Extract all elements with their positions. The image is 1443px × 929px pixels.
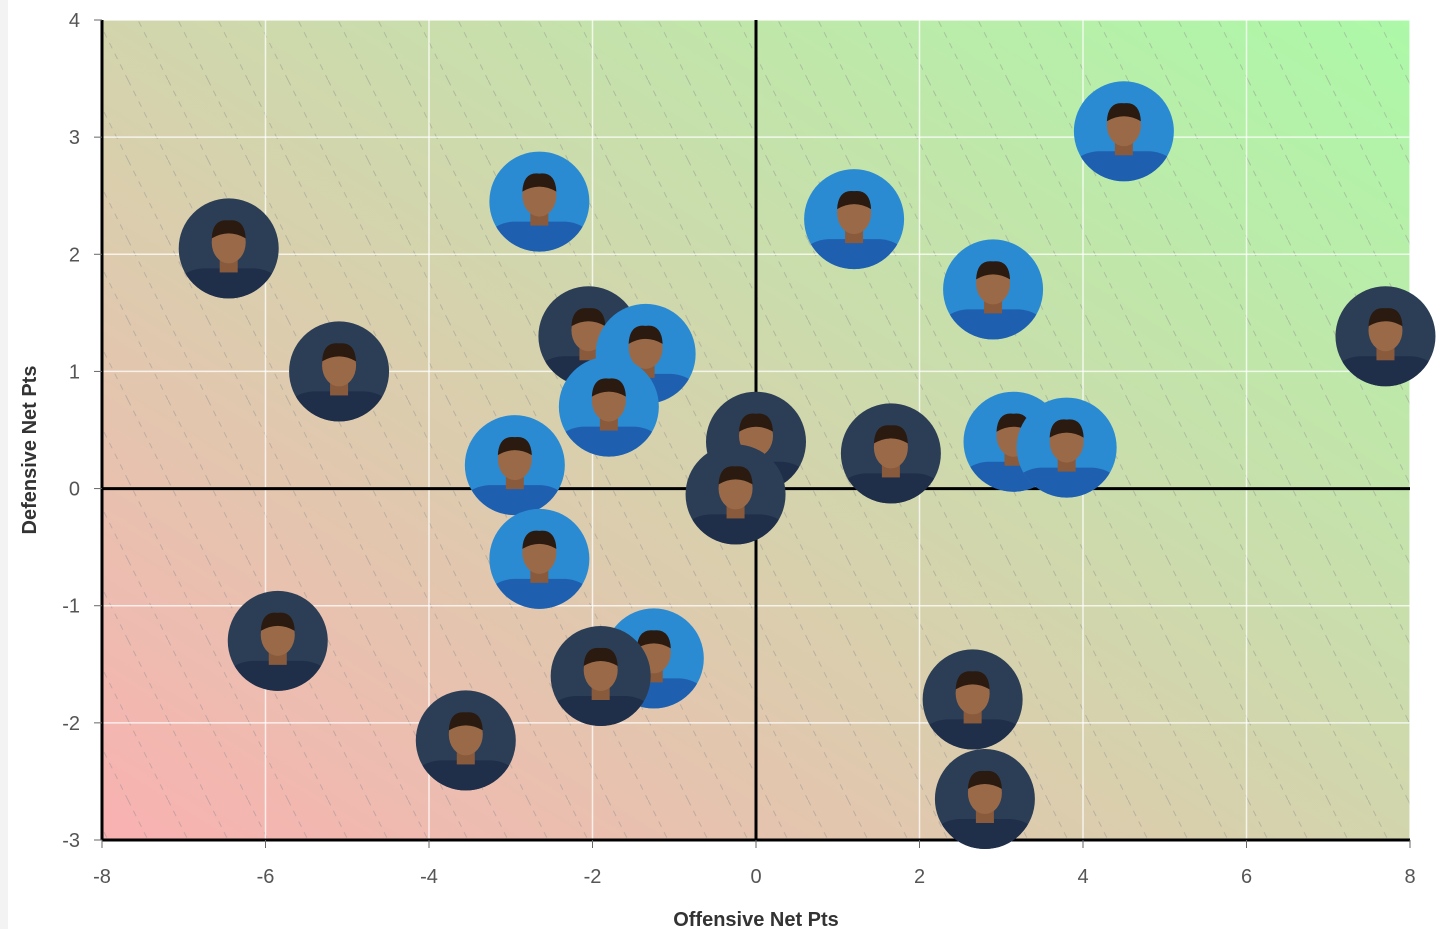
hair-shape [955,671,990,690]
hair-shape [718,466,753,485]
tick-labels: -8 -6 -4 -2 0 2 4 6 8 4 3 2 1 0 -1 -2 -3 [62,10,1415,888]
hair-shape [591,378,626,397]
x-tick-label: -2 [584,866,602,888]
hair-shape [1106,103,1141,122]
y-tick-label: -2 [62,713,80,735]
hair-shape [583,647,618,666]
scatter-chart: -8 -6 -4 -2 0 2 4 6 8 4 3 2 1 0 -1 -2 -3 Offensive Net P… [19,10,1436,929]
player-points [178,81,1436,849]
x-tick-label: -8 [93,866,111,888]
y-tick-label: -3 [62,830,80,852]
x-tick-label: 6 [1241,866,1252,888]
hair-shape [571,308,606,327]
hair-shape [448,712,483,731]
hair-shape [837,190,872,210]
y-tick-label: 3 [69,127,80,149]
x-axis-title: Offensive Net Pts [673,909,839,929]
hair-shape [628,325,663,344]
player-point [558,356,659,457]
hair-shape [1368,308,1403,327]
x-tick-label: -6 [257,866,275,888]
x-tick-label: 8 [1404,866,1415,888]
hair-shape [967,770,1002,789]
hair-shape [322,343,357,362]
hair-shape [522,173,557,192]
hair-shape [976,261,1011,280]
x-tick-label: 0 [750,866,761,888]
y-axis-title: Defensive Net Pts [19,366,41,535]
hair-shape [497,436,532,456]
player-point [1016,397,1117,498]
y-tick-label: 1 [69,361,80,383]
y-tick-label: -1 [62,596,80,618]
chart-card: -8 -6 -4 -2 0 2 4 6 8 4 3 2 1 0 -1 -2 -3 Offensive Net P… [8,0,1443,929]
hair-shape [873,425,908,444]
y-tick-label: 0 [69,479,80,501]
x-tick-label: 2 [914,866,925,888]
hair-shape [1049,419,1084,438]
player-point [489,151,590,252]
x-tick-label: -4 [420,866,438,888]
hair-shape [636,630,671,649]
hair-shape [260,612,295,631]
hair-shape [739,413,773,432]
y-tick-label: 4 [69,10,80,32]
hair-shape [522,530,557,549]
x-tick-label: 4 [1077,866,1088,888]
player-point [227,590,328,691]
y-tick-label: 2 [69,244,80,266]
hair-shape [211,220,246,239]
